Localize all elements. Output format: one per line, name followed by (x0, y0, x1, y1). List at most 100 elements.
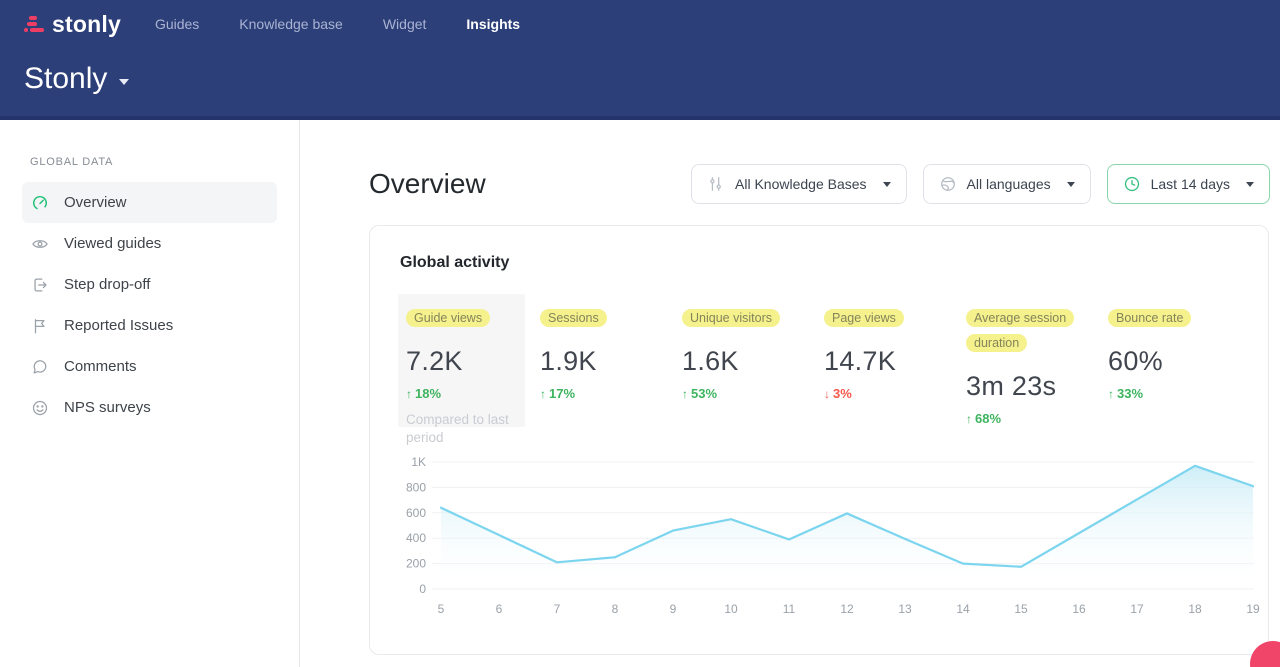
metric-label: Unique visitors (682, 309, 780, 327)
up-arrow-icon: ↑ (406, 387, 412, 401)
sidebar-item-label: Reported Issues (64, 317, 173, 334)
languages-dropdown[interactable]: All languages (923, 164, 1091, 204)
sidebar-item-reported-issues[interactable]: Reported Issues (22, 305, 277, 346)
knowledge-bases-dropdown[interactable]: All Knowledge Bases (691, 164, 907, 204)
activity-chart-container: 02004006008001K5678910111213141516171819 (370, 445, 1268, 645)
sidebar-item-label: NPS surveys (64, 399, 151, 416)
knowledge-bases-dropdown-label: All Knowledge Bases (735, 176, 867, 192)
svg-text:13: 13 (898, 602, 912, 616)
date-range-dropdown[interactable]: Last 14 days (1107, 164, 1270, 204)
metric-bounce-rate: Bounce rate 60% ↑33% (1108, 294, 1250, 427)
svg-text:7: 7 (554, 602, 561, 616)
chevron-down-icon (1246, 182, 1254, 187)
gauge-icon (31, 194, 49, 212)
svg-text:11: 11 (783, 602, 796, 616)
nav-item-widget[interactable]: Widget (383, 16, 427, 32)
svg-text:18: 18 (1188, 602, 1202, 616)
metric-label: Guide views (406, 309, 490, 327)
metric-sessions: Sessions 1.9K ↑17% (540, 294, 682, 427)
metric-value: 1.9K (540, 346, 682, 377)
nav-item-knowledge-base[interactable]: Knowledge base (239, 16, 343, 32)
svg-text:16: 16 (1072, 602, 1086, 616)
sidebar-item-overview[interactable]: Overview (22, 182, 277, 223)
languages-dropdown-label: All languages (967, 176, 1051, 192)
flag-icon (31, 317, 49, 335)
up-arrow-icon: ↑ (966, 412, 972, 426)
primary-nav: Guides Knowledge base Widget Insights (155, 16, 520, 32)
globe-icon (939, 175, 957, 193)
sliders-icon (707, 175, 725, 193)
sidebar-item-nps-surveys[interactable]: NPS surveys (22, 387, 277, 428)
svg-text:17: 17 (1130, 602, 1144, 616)
stonly-logo-icon (24, 16, 44, 32)
exit-icon (31, 276, 49, 294)
sidebar: GLOBAL DATA Overview Viewed guides Step dr… (0, 120, 300, 667)
metric-delta: ↑17% (540, 386, 682, 401)
svg-text:14: 14 (956, 602, 970, 616)
down-arrow-icon: ↓ (824, 387, 830, 401)
card-title: Global activity (370, 226, 1268, 272)
stonly-logo[interactable]: stonly (24, 11, 121, 38)
svg-text:15: 15 (1014, 602, 1028, 616)
metric-label: Sessions (540, 309, 607, 327)
sidebar-item-label: Viewed guides (64, 235, 161, 252)
brand-name: stonly (52, 11, 121, 38)
metric-delta: ↑18% (406, 386, 517, 401)
metric-value: 3m 23s (966, 371, 1108, 402)
svg-text:10: 10 (724, 602, 738, 616)
sidebar-item-comments[interactable]: Comments (22, 346, 277, 387)
metric-guide-views: Guide views7.2K↑18%Compared to last peri… (398, 294, 525, 427)
svg-text:800: 800 (406, 480, 426, 494)
metrics-row: Guide views7.2K↑18%Compared to last peri… (370, 294, 1268, 427)
smiley-icon (31, 399, 49, 417)
up-arrow-icon: ↑ (1108, 387, 1114, 401)
chevron-down-icon (119, 79, 129, 85)
metric-label: Average session duration (966, 309, 1074, 352)
metric-value: 7.2K (406, 346, 517, 377)
metric-delta: ↑33% (1108, 386, 1250, 401)
filters-bar: All Knowledge Bases All languages (691, 164, 1270, 204)
sidebar-menu: Overview Viewed guides Step drop-off Report… (0, 182, 299, 428)
metric-label: Bounce rate (1108, 309, 1191, 327)
svg-text:600: 600 (406, 506, 426, 520)
global-activity-card: Global activity Guide views 7.2K ↑18% Compa… (369, 225, 1269, 655)
nav-item-guides[interactable]: Guides (155, 16, 199, 32)
chevron-down-icon (883, 182, 891, 187)
metric-page-views: Page views 14.7K ↓3% (824, 294, 966, 427)
workspace-selector[interactable]: Stonly (24, 62, 129, 96)
metric-value: 1.6K (682, 346, 824, 377)
svg-text:200: 200 (406, 557, 426, 571)
metric-label: Page views (824, 309, 904, 327)
clock-icon (1123, 175, 1141, 193)
svg-text:1K: 1K (411, 455, 426, 469)
sidebar-section-label: GLOBAL DATA (0, 156, 299, 168)
metric-value: 60% (1108, 346, 1250, 377)
metric-delta: ↓3% (824, 386, 966, 401)
svg-text:6: 6 (496, 602, 503, 616)
workspace-name: Stonly (24, 62, 107, 96)
main-content: Overview All Knowledge Bases (300, 120, 1280, 667)
metric-note: Compared to last period (406, 411, 517, 447)
svg-text:8: 8 (612, 602, 619, 616)
eye-icon (31, 235, 49, 253)
sidebar-item-viewed-guides[interactable]: Viewed guides (22, 223, 277, 264)
up-arrow-icon: ↑ (682, 387, 688, 401)
svg-text:5: 5 (438, 602, 445, 616)
metric-unique-visitors: Unique visitors 1.6K ↑53% (682, 294, 824, 427)
sidebar-item-label: Step drop-off (64, 276, 150, 293)
sidebar-item-step-drop-off[interactable]: Step drop-off (22, 264, 277, 305)
svg-text:12: 12 (840, 602, 854, 616)
metric-delta: ↑53% (682, 386, 824, 401)
up-arrow-icon: ↑ (540, 387, 546, 401)
svg-text:19: 19 (1246, 602, 1260, 616)
metric-value: 14.7K (824, 346, 966, 377)
nav-item-insights[interactable]: Insights (466, 16, 520, 32)
top-navigation-bar: stonly Guides Knowledge base Widget Insight… (0, 0, 1280, 120)
chevron-down-icon (1067, 182, 1075, 187)
metric-average-session-duration: Average session duration3m 23s↑68% (966, 294, 1108, 427)
svg-text:0: 0 (419, 582, 426, 596)
activity-area-chart: 02004006008001K5678910111213141516171819 (386, 445, 1254, 645)
svg-text:9: 9 (670, 602, 677, 616)
sidebar-item-label: Overview (64, 194, 127, 211)
date-range-dropdown-label: Last 14 days (1151, 176, 1230, 192)
